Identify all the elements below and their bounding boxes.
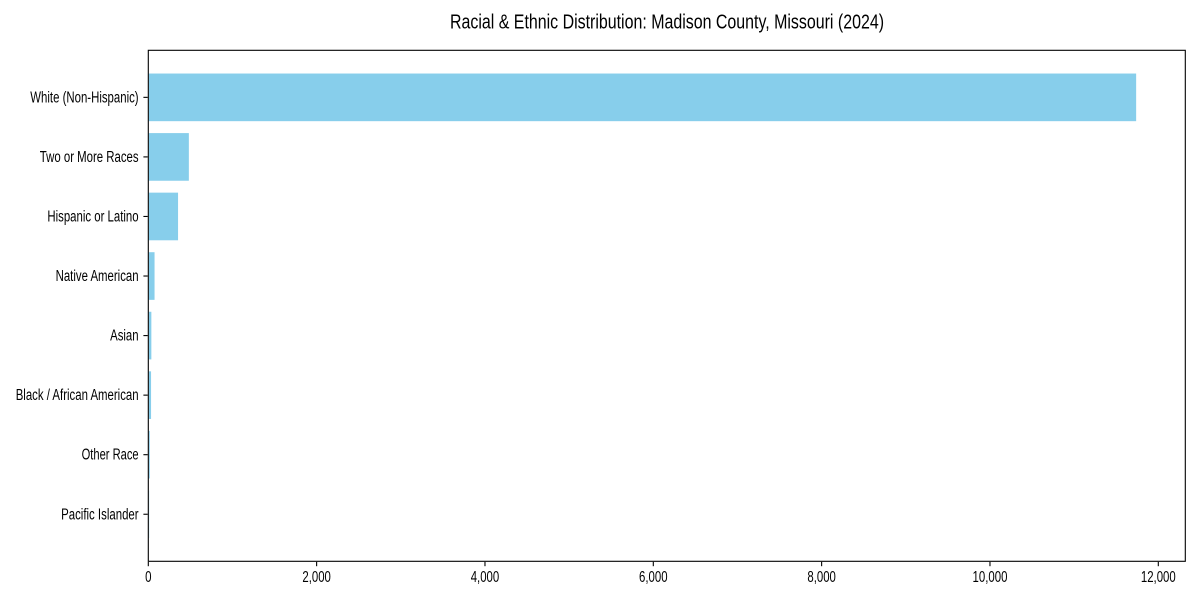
svg-text:Native American: Native American	[56, 268, 139, 285]
svg-text:4,000: 4,000	[471, 569, 500, 586]
svg-text:Racial & Ethnic Distribution:: Racial & Ethnic Distribution: Madison Co…	[450, 12, 884, 34]
svg-text:Hispanic or Latino: Hispanic or Latino	[47, 208, 138, 225]
svg-text:6,000: 6,000	[639, 569, 668, 586]
svg-text:8,000: 8,000	[807, 569, 836, 586]
svg-text:Pacific Islander: Pacific Islander	[61, 506, 139, 523]
svg-text:Black / African American: Black / African American	[16, 387, 139, 404]
svg-text:10,000: 10,000	[973, 569, 1008, 586]
svg-text:0: 0	[145, 569, 151, 586]
svg-text:Other Race: Other Race	[82, 447, 139, 464]
svg-text:White (Non-Hispanic): White (Non-Hispanic)	[30, 89, 138, 106]
svg-text:Asian: Asian	[110, 328, 139, 345]
svg-text:Two or More Races: Two or More Races	[40, 149, 139, 166]
svg-text:12,000: 12,000	[1141, 569, 1176, 586]
svg-text:2,000: 2,000	[302, 569, 331, 586]
